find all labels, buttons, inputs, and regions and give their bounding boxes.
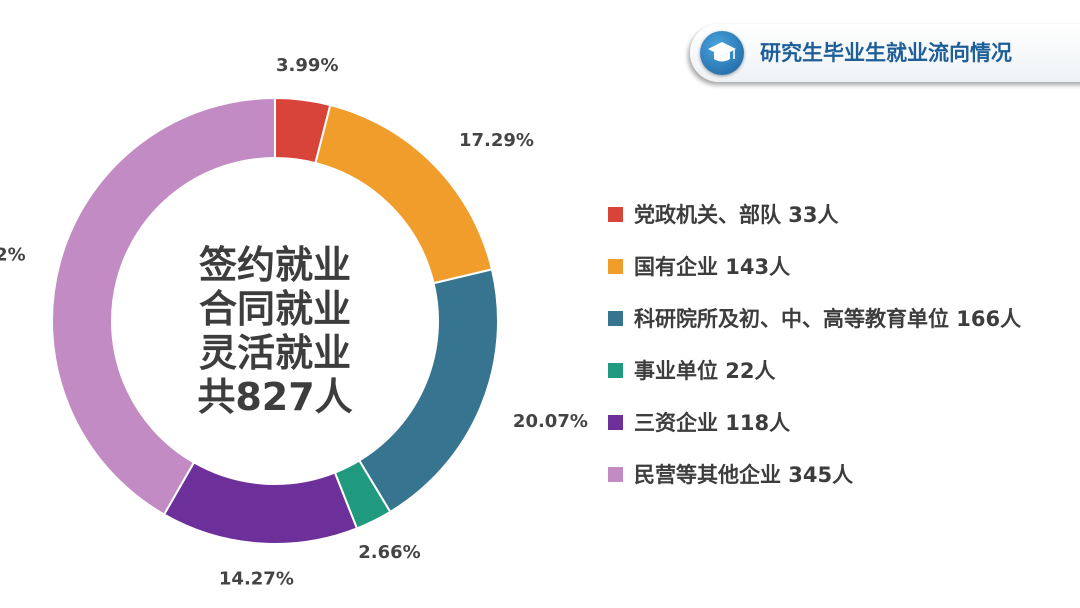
percent-label: 41.72% <box>0 245 26 266</box>
percent-labels: 3.99% 17.29% 20.07% 2.66% 14.27% 41.72% <box>0 55 588 589</box>
donut-slice <box>357 268 499 514</box>
donut-slices <box>51 96 499 545</box>
legend-label: 三资企业 118人 <box>634 411 791 435</box>
legend-swatch <box>608 362 623 378</box>
legend-swatch <box>608 466 623 482</box>
graduation-cap-icon <box>700 31 744 75</box>
legend-swatch <box>608 258 623 274</box>
donut-slice <box>162 461 359 545</box>
legend-item: 事业单位 22人 <box>608 344 1021 396</box>
page-title: 研究生毕业生就业流向情况 <box>760 41 1012 65</box>
legend-item: 国有企业 143人 <box>608 240 1021 292</box>
legend-swatch <box>608 414 623 430</box>
percent-label: 14.27% <box>219 568 294 589</box>
center-line-3: 灵活就业 <box>199 331 351 375</box>
chart-legend: 党政机关、部队 33人 国有企业 143人 科研院所及初、中、高等教育单位 16… <box>608 188 1021 500</box>
percent-label: 17.29% <box>459 130 534 151</box>
header-badge: 研究生毕业生就业流向情况 <box>690 24 1080 82</box>
legend-swatch <box>608 206 623 222</box>
legend-label: 民营等其他企业 345人 <box>634 463 854 487</box>
percent-label: 20.07% <box>513 411 588 432</box>
legend-item: 三资企业 118人 <box>608 396 1021 448</box>
legend-label: 科研院所及初、中、高等教育单位 166人 <box>634 307 1022 331</box>
percent-label: 2.66% <box>358 542 420 563</box>
legend-item: 党政机关、部队 33人 <box>608 188 1021 240</box>
legend-item: 民营等其他企业 345人 <box>608 448 1021 500</box>
center-line-4: 共827人 <box>197 375 352 419</box>
percent-label: 3.99% <box>276 55 338 76</box>
legend-swatch <box>608 310 623 326</box>
legend-label: 事业单位 22人 <box>634 359 776 383</box>
donut-slice <box>51 96 276 516</box>
center-line-2: 合同就业 <box>199 287 351 331</box>
center-line-1: 签约就业 <box>199 243 351 287</box>
legend-item: 科研院所及初、中、高等教育单位 166人 <box>608 292 1021 344</box>
legend-label: 国有企业 143人 <box>634 255 791 279</box>
legend-label: 党政机关、部队 33人 <box>634 203 839 227</box>
